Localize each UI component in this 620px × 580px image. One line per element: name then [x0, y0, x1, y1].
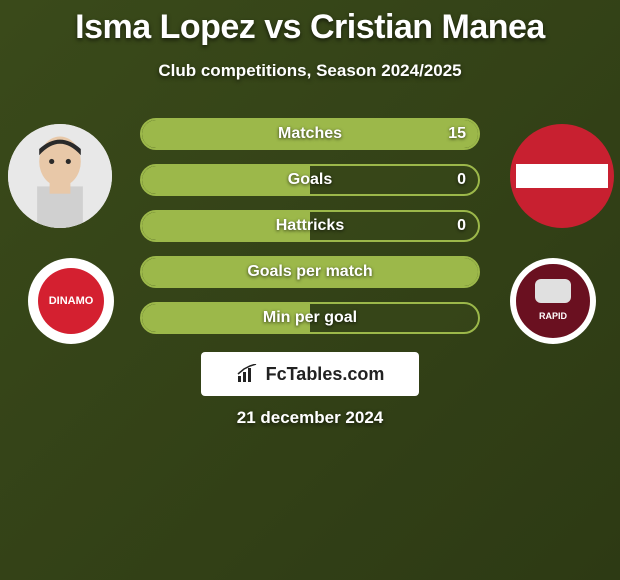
bar-chart-icon — [236, 364, 260, 384]
watermark-text: FcTables.com — [266, 364, 385, 385]
stat-value: 15 — [448, 120, 466, 148]
club-right-label: RAPID — [539, 311, 567, 321]
stat-label: Goals per match — [142, 258, 478, 286]
stat-bar: Hattricks 0 — [140, 210, 480, 242]
watermark: FcTables.com — [201, 352, 419, 396]
date-text: 21 december 2024 — [0, 408, 620, 428]
stats-container: Matches 15 Goals 0 Hattricks 0 Goals per… — [140, 118, 480, 348]
stat-label: Matches — [142, 120, 478, 148]
player-right-club-badge: RAPID — [510, 258, 596, 344]
stat-bar: Min per goal — [140, 302, 480, 334]
club-left-label: DINAMO — [49, 295, 94, 307]
player-left-avatar — [8, 124, 112, 228]
stat-label: Goals — [142, 166, 478, 194]
person-icon — [8, 124, 112, 228]
stat-value: 0 — [457, 212, 466, 240]
stat-label: Min per goal — [142, 304, 478, 332]
stat-label: Hattricks — [142, 212, 478, 240]
player-left-club-badge: DINAMO — [28, 258, 114, 344]
stat-bar: Matches 15 — [140, 118, 480, 150]
stat-bar: Goals per match — [140, 256, 480, 288]
subtitle: Club competitions, Season 2024/2025 — [0, 61, 620, 81]
stat-value: 0 — [457, 166, 466, 194]
player-right-avatar — [510, 124, 614, 228]
stat-bar: Goals 0 — [140, 164, 480, 196]
page-title: Isma Lopez vs Cristian Manea — [0, 0, 620, 47]
